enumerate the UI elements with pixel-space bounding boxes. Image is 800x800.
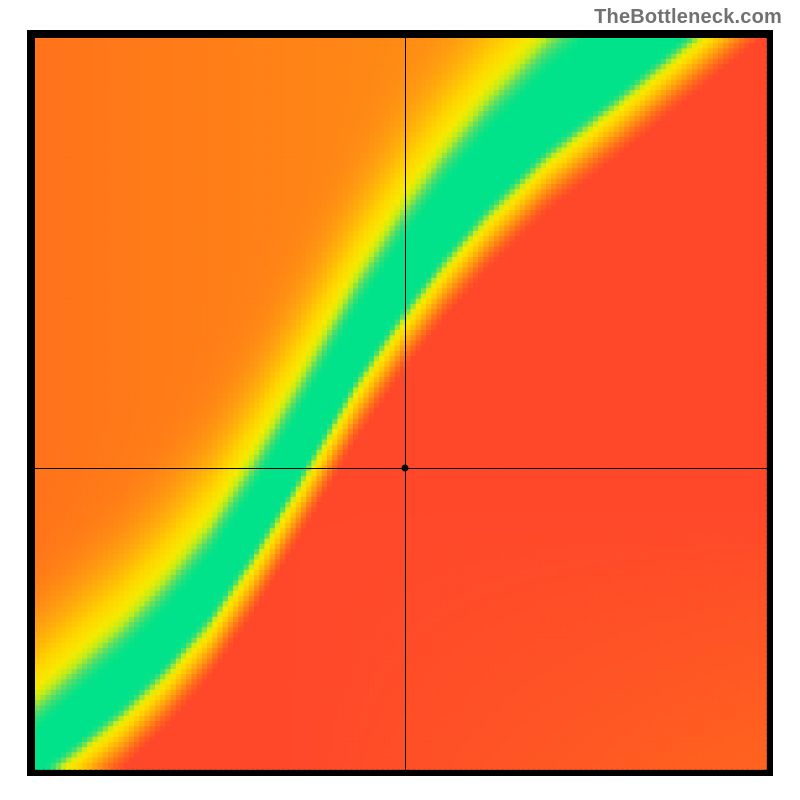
- heatmap-plot: [27, 30, 773, 776]
- heatmap-canvas: [27, 30, 773, 776]
- chart-container: TheBottleneck.com: [0, 0, 800, 800]
- attribution-label: TheBottleneck.com: [594, 6, 782, 29]
